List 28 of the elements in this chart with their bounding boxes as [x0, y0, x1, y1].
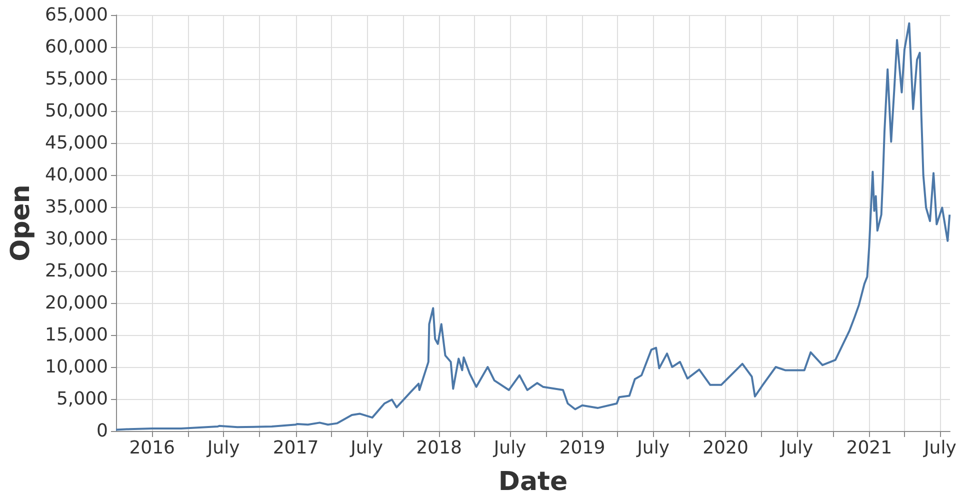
y-tick-label: 5,000 — [56, 388, 108, 410]
x-tick-label: 2018 — [416, 438, 462, 458]
y-tick-label: 25,000 — [45, 260, 108, 282]
x-tick-label: July — [492, 438, 527, 458]
y-tick-label: 60,000 — [45, 36, 108, 58]
y-tick-label: 55,000 — [45, 68, 108, 90]
y-tick-label: 50,000 — [45, 100, 108, 122]
x-tick-label: 2021 — [846, 438, 892, 458]
x-tick-label: July — [636, 438, 670, 458]
x-tick-label: July — [780, 438, 814, 458]
y-tick-label: 35,000 — [45, 196, 108, 218]
y-tick-label: 65,000 — [45, 4, 108, 26]
x-tick-label: 2017 — [272, 438, 319, 458]
x-tick-label: July — [923, 438, 957, 458]
y-tick-label: 15,000 — [45, 324, 108, 346]
y-tick-label: 0 — [96, 420, 108, 442]
x-tick-label: July — [206, 438, 240, 458]
y-tick-label: 45,000 — [45, 132, 108, 154]
y-tick-label: 10,000 — [45, 356, 108, 378]
y-tick-label: 30,000 — [45, 228, 108, 250]
x-tick-label: July — [350, 438, 384, 458]
y-tick-label: 20,000 — [45, 292, 108, 314]
y-tick-label: 40,000 — [45, 164, 108, 186]
x-tick-label: 2019 — [559, 438, 606, 458]
y-axis-title: Open — [6, 184, 36, 262]
x-tick-label: 2016 — [129, 438, 176, 458]
x-axis-title: Date — [498, 467, 568, 497]
x-tick-label: 2020 — [702, 438, 748, 458]
